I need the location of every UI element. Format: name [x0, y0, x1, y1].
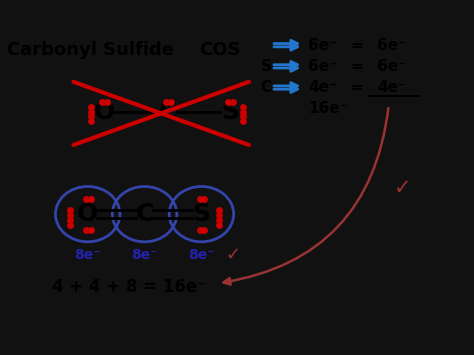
Text: O: O [94, 100, 115, 124]
Text: 8e⁻: 8e⁻ [188, 248, 215, 262]
Text: ✓: ✓ [394, 178, 411, 198]
Text: =: = [351, 38, 364, 53]
Text: C: C [159, 100, 177, 124]
FancyArrowPatch shape [224, 108, 388, 285]
Text: S: S [221, 100, 239, 124]
Text: C: C [136, 202, 154, 226]
Text: 8e⁻: 8e⁻ [74, 248, 101, 262]
Text: 16e⁻: 16e⁻ [308, 101, 348, 116]
Text: 4e⁻: 4e⁻ [377, 80, 406, 95]
Text: 4e⁻: 4e⁻ [308, 80, 337, 95]
Text: COS: COS [199, 41, 241, 59]
Text: 6e⁻: 6e⁻ [308, 38, 337, 53]
Text: 4 + 4 + 8 = 16e⁻: 4 + 4 + 8 = 16e⁻ [52, 278, 206, 296]
Text: C: C [261, 80, 272, 95]
Text: S: S [192, 202, 210, 226]
Text: 6e⁻: 6e⁻ [308, 59, 337, 74]
Text: =: = [351, 80, 364, 95]
Text: Carbonyl Sulfide: Carbonyl Sulfide [7, 41, 174, 59]
Text: 6e⁻: 6e⁻ [377, 59, 406, 74]
Text: O: O [77, 202, 98, 226]
Text: 8e⁻: 8e⁻ [131, 248, 158, 262]
Text: =: = [351, 59, 364, 74]
Text: S: S [261, 59, 272, 74]
Text: ✓: ✓ [225, 246, 240, 264]
Text: 6e⁻: 6e⁻ [377, 38, 406, 53]
